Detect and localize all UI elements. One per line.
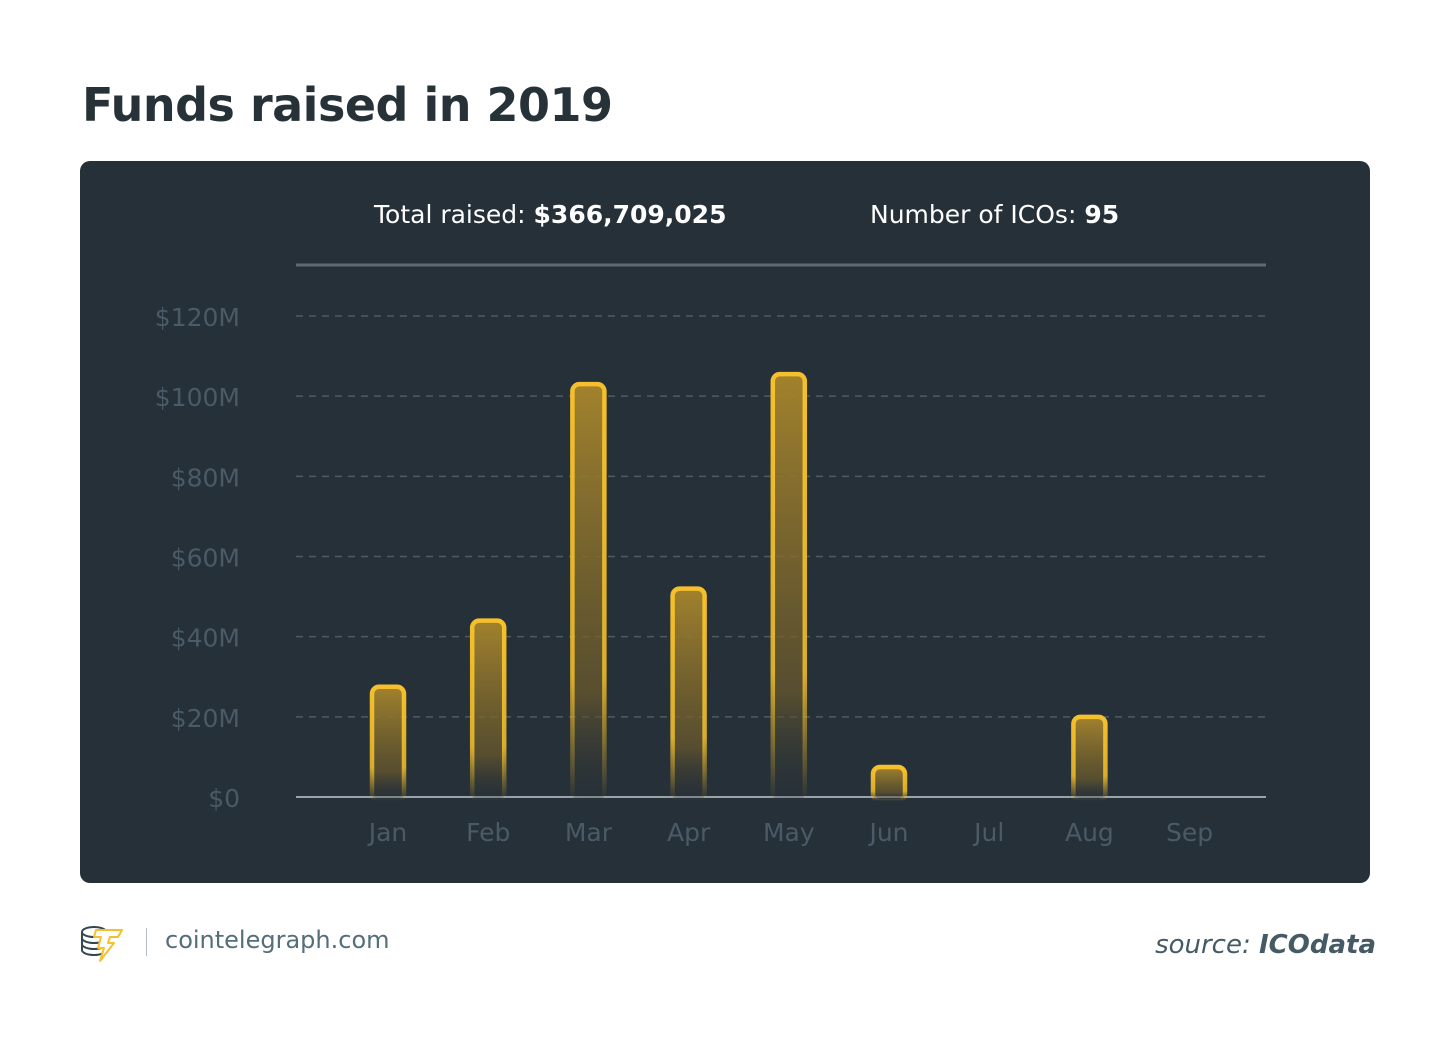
total-raised-stat: Total raised: $366,709,025 bbox=[374, 200, 726, 229]
page-title: Funds raised in 2019 bbox=[82, 78, 613, 132]
y-tick-label: $60M bbox=[171, 544, 240, 573]
ico-count-value: 95 bbox=[1084, 200, 1120, 229]
ico-count-stat: Number of ICOs: 95 bbox=[870, 200, 1119, 229]
bar-aug bbox=[1071, 714, 1108, 804]
y-tick-label: $80M bbox=[171, 463, 240, 492]
bar-apr bbox=[670, 586, 707, 804]
x-tick-label: Sep bbox=[1166, 818, 1213, 847]
x-tick-label: Aug bbox=[1065, 818, 1114, 847]
y-tick-label: $120M bbox=[155, 303, 240, 332]
x-tick-label: Mar bbox=[565, 818, 613, 847]
x-tick-label: Feb bbox=[466, 818, 510, 847]
site-link[interactable]: cointelegraph.com bbox=[165, 926, 390, 954]
x-tick-label: Jul bbox=[972, 818, 1004, 847]
bar-jun bbox=[870, 764, 908, 804]
source-credit: source: ICOdata bbox=[1155, 930, 1376, 960]
y-tick-label: $40M bbox=[171, 624, 240, 653]
x-tick-label: Apr bbox=[667, 818, 711, 847]
source-value: ICOdata bbox=[1259, 930, 1376, 960]
y-tick-label: $20M bbox=[171, 704, 240, 733]
ico-count-label: Number of ICOs: bbox=[870, 200, 1085, 229]
footer-divider bbox=[146, 928, 147, 956]
total-raised-value: $366,709,025 bbox=[533, 200, 727, 229]
x-tick-label: May bbox=[763, 818, 815, 847]
x-tick-label: Jan bbox=[367, 818, 408, 847]
y-tick-label: $0 bbox=[208, 784, 240, 813]
bar-feb bbox=[469, 618, 507, 804]
bar-mar bbox=[570, 381, 607, 804]
chart-panel bbox=[80, 161, 1370, 883]
x-tick-label: Jun bbox=[867, 818, 908, 847]
y-tick-label: $100M bbox=[155, 383, 240, 412]
bar-jan bbox=[369, 684, 407, 804]
source-label: source: bbox=[1155, 930, 1259, 960]
bar-may bbox=[770, 371, 808, 804]
total-raised-label: Total raised: bbox=[374, 200, 534, 229]
